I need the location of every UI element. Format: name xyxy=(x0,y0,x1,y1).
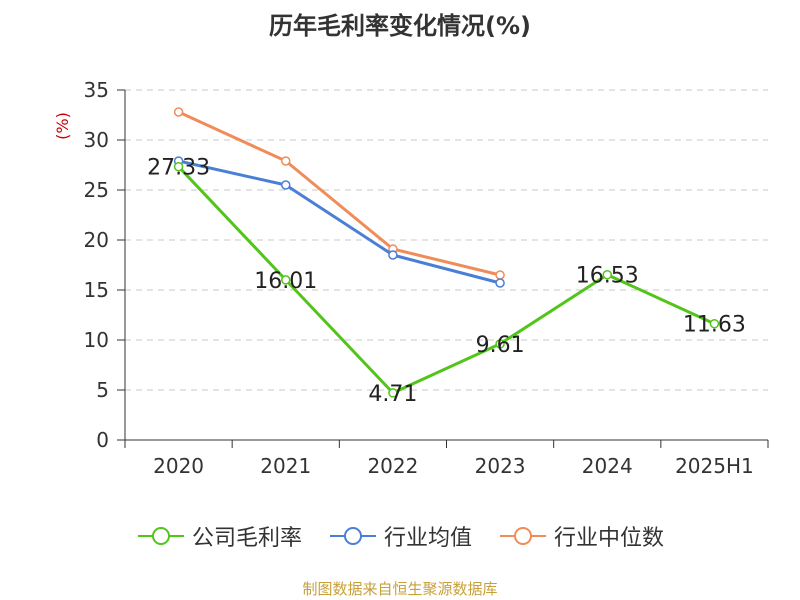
data-point xyxy=(173,161,184,172)
x-tick-label: 2022 xyxy=(367,454,418,478)
data-point xyxy=(388,388,398,398)
data-point xyxy=(281,180,291,190)
series-line-2 xyxy=(177,110,501,277)
data-point xyxy=(173,107,184,117)
legend-label-1: 行业均值 xyxy=(383,526,472,551)
data-point xyxy=(388,250,398,260)
y-tick-label: 25 xyxy=(84,178,109,202)
data-label: 4.71 xyxy=(368,382,417,407)
data-label: 16.01 xyxy=(254,269,317,294)
x-tick-label: 2021 xyxy=(260,454,311,478)
data-label: 11.63 xyxy=(683,313,746,338)
x-tick-label: 2024 xyxy=(582,454,633,478)
legend-label-0: 公司毛利率 xyxy=(191,526,302,551)
y-tick-label: 10 xyxy=(84,328,109,352)
data-point xyxy=(495,270,505,280)
x-tick-label: 2023 xyxy=(475,454,526,478)
y-axis-label: (%) xyxy=(53,112,72,140)
data-point xyxy=(495,278,505,288)
legend-marker-1 xyxy=(329,527,376,545)
data-label: 9.61 xyxy=(476,333,525,358)
x-tick-label: 2025H1 xyxy=(675,454,754,478)
series-line-1 xyxy=(178,159,501,285)
y-tick-label: 20 xyxy=(84,228,109,252)
legend-item-0[interactable]: 公司毛利率 xyxy=(136,520,302,552)
data-point xyxy=(602,269,612,280)
data-point xyxy=(495,339,505,349)
y-tick-label: 0 xyxy=(96,428,109,452)
data-point xyxy=(281,275,291,285)
data-point xyxy=(709,318,720,329)
data-point xyxy=(281,156,291,166)
data-label: 27.33 xyxy=(147,156,210,181)
data-label: 16.53 xyxy=(576,264,639,289)
y-tick-label: 30 xyxy=(84,128,109,152)
legend-marker-2 xyxy=(500,527,546,545)
y-tick-label: 15 xyxy=(84,278,109,302)
x-tick-label: 2020 xyxy=(153,454,204,478)
chart-title: 历年毛利率变化情况(%) xyxy=(269,12,531,40)
legend-marker-0 xyxy=(137,527,184,545)
legend-label-2: 行业中位数 xyxy=(554,526,665,551)
legend-item-1[interactable]: 行业均值 xyxy=(328,520,472,552)
series-line-0 xyxy=(177,165,716,395)
chart-legend: 公司毛利率 行业均值 行业中位数 xyxy=(0,520,800,552)
y-tick-label: 5 xyxy=(96,378,109,402)
y-tick-label: 35 xyxy=(84,78,109,102)
source-note: 制图数据来自恒生聚源数据库 xyxy=(302,580,498,598)
legend-item-2[interactable]: 行业中位数 xyxy=(498,520,664,552)
